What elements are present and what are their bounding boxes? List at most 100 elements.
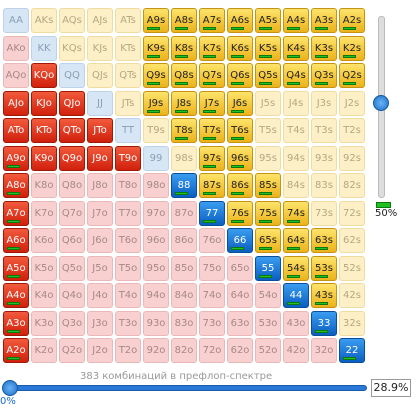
hand-cell[interactable]: J5s	[255, 90, 281, 116]
hand-cell[interactable]: QJs	[87, 63, 113, 88]
hand-cell[interactable]: Q4s	[283, 63, 309, 88]
hand-cell[interactable]: T2s	[339, 118, 365, 143]
hand-cell[interactable]: J4s	[283, 90, 309, 116]
hand-cell[interactable]: 32o	[311, 338, 337, 363]
hand-cell[interactable]: 43s	[311, 283, 337, 308]
hand-cell[interactable]: 83o	[171, 310, 197, 336]
hand-cell[interactable]: T5s	[255, 118, 281, 143]
hand-cell[interactable]: T4s	[283, 118, 309, 143]
hand-cell[interactable]: 87o	[171, 200, 197, 226]
hand-cell[interactable]: Q8o	[59, 173, 85, 198]
hand-cell[interactable]: T6s	[227, 118, 253, 143]
hand-cell[interactable]: T9s	[143, 118, 169, 143]
hand-cell[interactable]: 86s	[227, 173, 253, 198]
hand-cell[interactable]: AQs	[59, 8, 85, 33]
hand-cell[interactable]: QTs	[115, 63, 141, 88]
hand-cell[interactable]: 73o	[199, 310, 225, 336]
hand-cell[interactable]: J7s	[199, 90, 225, 116]
hand-cell[interactable]: 53o	[255, 310, 281, 336]
hand-cell[interactable]: QTo	[59, 118, 85, 143]
hand-cell[interactable]: ATo	[3, 118, 29, 143]
hand-cell[interactable]: Q5o	[59, 255, 85, 281]
hand-cell[interactable]: KJs	[87, 35, 113, 61]
hand-cell[interactable]: 72s	[339, 200, 365, 226]
hand-cell[interactable]: 93o	[143, 310, 169, 336]
hand-cell[interactable]: 32s	[339, 310, 365, 336]
hand-cell[interactable]: 96o	[143, 228, 169, 253]
hand-cell[interactable]: T7o	[115, 200, 141, 226]
hand-cell[interactable]: 72o	[199, 338, 225, 363]
hand-cell[interactable]: K4s	[283, 35, 309, 61]
hand-cell[interactable]: A5s	[255, 8, 281, 33]
hand-cell[interactable]: J3o	[87, 310, 113, 336]
hand-cell[interactable]: 85o	[171, 255, 197, 281]
bottom-knob[interactable]	[2, 380, 18, 396]
hand-cell[interactable]: T9o	[115, 145, 141, 171]
hand-cell[interactable]: AKo	[3, 35, 29, 61]
hand-cell[interactable]: 82o	[171, 338, 197, 363]
hand-cell[interactable]: 54o	[255, 283, 281, 308]
hand-cell[interactable]: 63s	[311, 228, 337, 253]
hand-cell[interactable]: Q9s	[143, 63, 169, 88]
hand-cell[interactable]: J6s	[227, 90, 253, 116]
hand-cell[interactable]: A5o	[3, 255, 29, 281]
percent-box[interactable]: 28.9%	[371, 379, 411, 397]
hand-cell[interactable]: KJo	[31, 90, 57, 116]
hand-cell[interactable]: K5s	[255, 35, 281, 61]
hand-cell[interactable]: 82s	[339, 173, 365, 198]
hand-cell[interactable]: T6o	[115, 228, 141, 253]
hand-cell[interactable]: 54s	[283, 255, 309, 281]
hand-cell[interactable]: 75o	[199, 255, 225, 281]
hand-cell[interactable]: T7s	[199, 118, 225, 143]
hand-cell[interactable]: 64s	[283, 228, 309, 253]
hand-cell[interactable]: 42s	[339, 283, 365, 308]
hand-cell[interactable]: T8o	[115, 173, 141, 198]
hand-cell[interactable]: 22	[339, 338, 365, 363]
hand-cell[interactable]: AJo	[3, 90, 29, 116]
hand-cell[interactable]: 94s	[283, 145, 309, 171]
hand-cell[interactable]: K7s	[199, 35, 225, 61]
hand-cell[interactable]: 85s	[255, 173, 281, 198]
hand-cell[interactable]: A3o	[3, 310, 29, 336]
hand-cell[interactable]: AA	[3, 8, 29, 33]
hand-cell[interactable]: KTs	[115, 35, 141, 61]
hand-cell[interactable]: A7o	[3, 200, 29, 226]
hand-cell[interactable]: QQ	[59, 63, 85, 88]
hand-cell[interactable]: 92s	[339, 145, 365, 171]
hand-cell[interactable]: A4s	[283, 8, 309, 33]
hand-cell[interactable]: J2s	[339, 90, 365, 116]
hand-cell[interactable]: Q6s	[227, 63, 253, 88]
hand-cell[interactable]: 52s	[339, 255, 365, 281]
hand-cell[interactable]: A8o	[3, 173, 29, 198]
hand-cell[interactable]: J7o	[87, 200, 113, 226]
hand-cell[interactable]: A6s	[227, 8, 253, 33]
hand-cell[interactable]: A9s	[143, 8, 169, 33]
hand-cell[interactable]: K9o	[31, 145, 57, 171]
hand-cell[interactable]: A7s	[199, 8, 225, 33]
hand-cell[interactable]: A4o	[3, 283, 29, 308]
hand-cell[interactable]: JJ	[87, 90, 113, 116]
hand-cell[interactable]: J5o	[87, 255, 113, 281]
hand-cell[interactable]: 97o	[143, 200, 169, 226]
hand-cell[interactable]: T8s	[171, 118, 197, 143]
hand-cell[interactable]: Q4o	[59, 283, 85, 308]
hand-cell[interactable]: 66	[227, 228, 253, 253]
hand-cell[interactable]: A2s	[339, 8, 365, 33]
hand-cell[interactable]: 86o	[171, 228, 197, 253]
hand-cell[interactable]: Q6o	[59, 228, 85, 253]
hand-cell[interactable]: Q8s	[171, 63, 197, 88]
hand-cell[interactable]: A3s	[311, 8, 337, 33]
hand-cell[interactable]: 65s	[255, 228, 281, 253]
hand-cell[interactable]: K9s	[143, 35, 169, 61]
hand-cell[interactable]: AQo	[3, 63, 29, 88]
hand-cell[interactable]: JTs	[115, 90, 141, 116]
hand-cell[interactable]: J9s	[143, 90, 169, 116]
hand-cell[interactable]: K2o	[31, 338, 57, 363]
hand-cell[interactable]: 65o	[227, 255, 253, 281]
hand-cell[interactable]: Q7o	[59, 200, 85, 226]
hand-cell[interactable]: 77	[199, 200, 225, 226]
hand-cell[interactable]: 87s	[199, 173, 225, 198]
hand-cell[interactable]: AKs	[31, 8, 57, 33]
hand-cell[interactable]: 98o	[143, 173, 169, 198]
hand-cell[interactable]: K3o	[31, 310, 57, 336]
